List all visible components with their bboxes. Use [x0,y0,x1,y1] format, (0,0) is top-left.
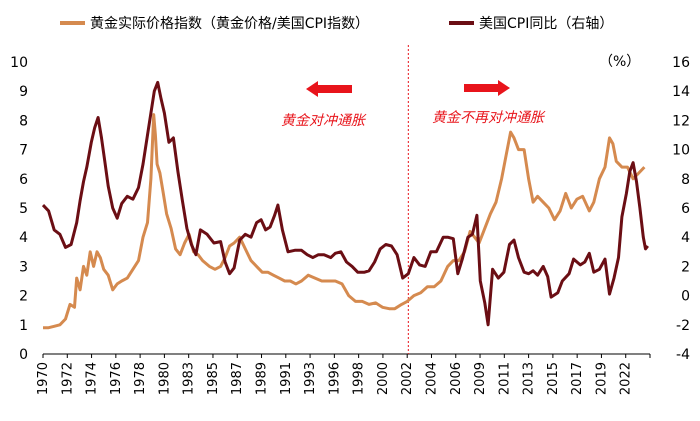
x-axis-tick-label: 1998 [352,362,367,395]
right-axis-tick-label: 6 [681,201,690,217]
annotation-left-text: 黄金对冲通胀 [281,113,367,129]
right-axis-tick-label: -4 [676,347,690,363]
left-axis-ticks: 0 1 2 3 4 5 6 7 8 9 10 [10,55,28,363]
x-axis-tick-label: 2006 [449,362,464,395]
legend: 黄金实际价格指数（黄金价格/美国CPI指数） 美国CPI同比（右轴） [60,15,613,32]
x-axis-tick-label: 1976 [109,362,124,395]
left-axis-tick-label: 6 [19,172,28,188]
left-axis-tick-label: 7 [19,143,28,159]
left-axis-tick-label: 1 [19,318,28,334]
x-axis-tick-label: 1993 [303,362,318,395]
x-axis-tick-label: 1989 [255,362,270,395]
right-axis-tick-label: 10 [672,143,690,159]
annotation-right: 黄金不再对冲通胀 [432,80,546,126]
x-axis: 1970 1972 1974 1976 1978 1980 1983 1985 1987 1989… [36,353,651,395]
series-line-gold-real-price [43,113,646,330]
left-axis-tick-label: 2 [19,289,28,305]
left-axis-tick-label: 5 [19,201,28,217]
x-axis-tick-label: 2000 [376,362,391,395]
left-axis-tick-label: 9 [19,84,28,100]
right-axis-tick-label: 16 [672,55,690,71]
x-axis-tick-label: 1987 [230,362,245,395]
x-axis-tick-label: 1983 [182,362,197,395]
x-axis-tick-label: 2013 [522,362,537,395]
right-axis-tick-label: -2 [676,318,690,334]
left-axis-tick-label: 8 [19,113,28,129]
right-axis-tick-label: 14 [672,84,690,100]
x-axis-tick-label: 2009 [473,362,488,395]
right-axis-tick-label: 0 [681,289,690,305]
x-axis-tick-label: 2002 [400,362,415,395]
legend-label-cpi: 美国CPI同比（右轴） [479,16,613,32]
x-axis-tick-label: 2015 [546,362,561,395]
right-axis-tick-label: 12 [672,113,690,129]
annotation-right-text: 黄金不再对冲通胀 [432,110,546,126]
x-axis-tick-label: 1978 [133,362,148,395]
right-axis-ticks: -4 -2 0 2 4 6 8 10 12 14 16 [672,55,690,363]
x-axis-tick-label: 2004 [424,362,439,395]
x-axis-tick-label: 1991 [279,362,294,395]
right-axis-tick-label: 2 [681,259,690,275]
x-axis-tick-label: 2017 [570,362,585,395]
x-axis-tick-label: 1996 [327,362,342,395]
x-axis-tick-label: 1970 [36,362,51,395]
left-axis-tick-label: 3 [19,259,28,275]
series-line-us-cpi-yoy [41,80,649,327]
right-axis-unit: （%） [599,54,640,70]
left-axis-tick-label: 4 [19,230,28,246]
arrow-right-icon [464,80,510,96]
annotation-left: 黄金对冲通胀 [281,81,367,129]
arrow-left-icon [306,81,352,97]
right-axis-tick-label: 8 [681,172,690,188]
right-axis-tick-label: 4 [681,230,690,246]
x-axis-tick-label: 2011 [497,362,512,395]
left-axis-tick-label: 0 [19,347,28,363]
x-axis-tick-label: 2022 [619,362,634,395]
x-axis-tick-label: 1980 [157,362,172,395]
x-axis-tick-label: 1985 [206,362,221,395]
x-axis-tick-label: 2019 [594,362,609,395]
x-axis-tick-label: 1974 [85,362,100,395]
legend-label-gold: 黄金实际价格指数（黄金价格/美国CPI指数） [90,15,369,32]
left-axis-tick-label: 10 [10,55,28,71]
x-axis-tick-label: 1972 [60,362,75,395]
